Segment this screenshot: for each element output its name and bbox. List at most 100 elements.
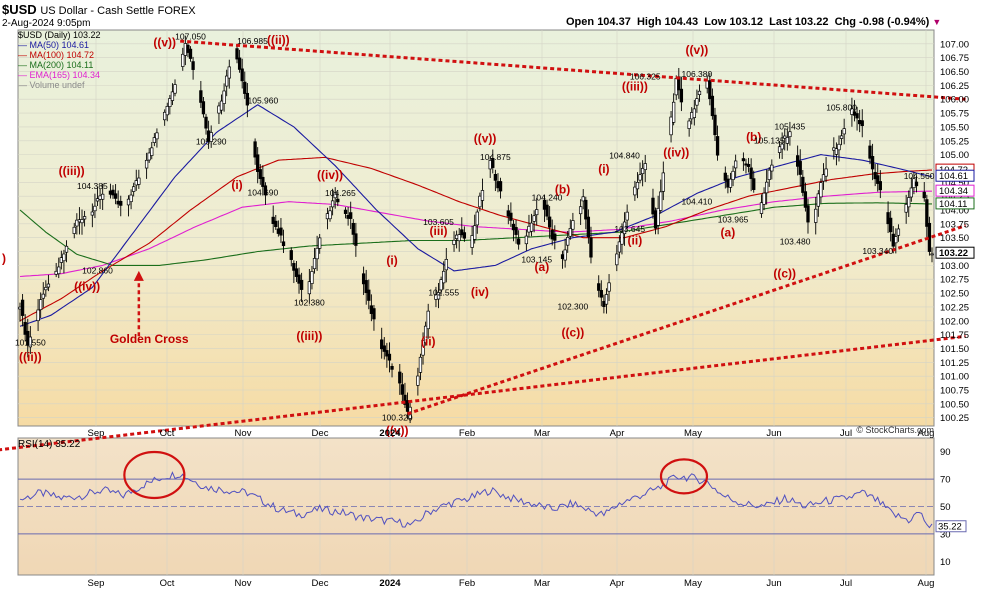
wave-label: (a) bbox=[535, 260, 550, 274]
price-bar-body bbox=[98, 195, 102, 200]
price-tag-label: 104.34 bbox=[939, 186, 968, 197]
price-bar-body bbox=[509, 212, 513, 221]
price-bar-body bbox=[245, 92, 250, 106]
price-label: 104.840 bbox=[609, 150, 640, 160]
price-bar-body bbox=[18, 306, 22, 310]
rsi-overbought-circle bbox=[659, 458, 709, 495]
price-bar-body bbox=[643, 163, 647, 171]
price-bar-body bbox=[152, 137, 156, 143]
price-bar-body bbox=[454, 234, 459, 239]
y-tick-label: 105.50 bbox=[940, 122, 969, 133]
price-bar-body bbox=[839, 135, 844, 139]
price-label: 103.480 bbox=[780, 236, 811, 246]
price-bar-body bbox=[279, 227, 283, 236]
wave-label: ((ii)) bbox=[267, 33, 290, 47]
x-tick-label: Nov bbox=[235, 578, 252, 589]
price-bar-body bbox=[253, 141, 257, 158]
price-bar-body bbox=[728, 178, 733, 188]
price-bar-body bbox=[496, 181, 500, 189]
ma200-line bbox=[19, 202, 932, 266]
price-bar-body bbox=[692, 108, 696, 118]
price-bar-body bbox=[101, 193, 105, 200]
price-bar-body bbox=[390, 366, 394, 370]
y-tick-label: 106.25 bbox=[940, 81, 969, 92]
price-bar-body bbox=[868, 145, 872, 159]
price-label: 105.960 bbox=[247, 96, 278, 106]
price-bar-body bbox=[385, 350, 389, 357]
price-bar-body bbox=[930, 253, 934, 256]
x-tick-label: Oct bbox=[160, 428, 175, 439]
y-tick-label: 103.50 bbox=[940, 233, 969, 244]
y-tick-label: 106.50 bbox=[940, 67, 969, 78]
price-bar-body bbox=[695, 98, 699, 106]
price-bar-body bbox=[620, 232, 624, 245]
price-bar-body bbox=[599, 289, 603, 298]
x-tick-label: Feb bbox=[459, 428, 475, 439]
legend-entry: — MA(100) 104.72 bbox=[18, 50, 95, 60]
price-bar-body bbox=[762, 192, 766, 205]
price-bar-body bbox=[204, 116, 208, 129]
price-bar-body bbox=[927, 222, 932, 252]
price-bar-body bbox=[436, 292, 441, 300]
price-bar-body bbox=[715, 136, 720, 156]
legend-entry: — EMA(165) 104.34 bbox=[18, 70, 101, 80]
price-bar-body bbox=[271, 216, 275, 225]
price-bar-body bbox=[586, 216, 591, 238]
price-bar-body bbox=[294, 268, 299, 277]
price-bar-body bbox=[209, 132, 213, 142]
price-bar-body bbox=[855, 113, 859, 119]
x-tick-label: Jul bbox=[840, 578, 852, 589]
price-bar-body bbox=[57, 266, 61, 275]
price-bar-body bbox=[276, 228, 281, 234]
price-bar-body bbox=[111, 189, 115, 196]
price-bar-body bbox=[299, 279, 304, 290]
x-tick-label: Jul bbox=[840, 428, 852, 439]
price-bar-body bbox=[607, 282, 611, 292]
price-bar-body bbox=[188, 48, 193, 59]
price-bar-body bbox=[674, 78, 678, 96]
price-bar-body bbox=[635, 181, 640, 190]
price-label: 107.050 bbox=[175, 31, 206, 41]
price-bar-body bbox=[328, 210, 332, 220]
price-label: 104.410 bbox=[682, 196, 713, 206]
price-bar-body bbox=[168, 98, 172, 107]
price-bar-body bbox=[336, 198, 340, 203]
price-bar-body bbox=[423, 325, 428, 344]
price-bar-body bbox=[710, 95, 715, 117]
price-bar-body bbox=[653, 210, 658, 229]
ohlc-readout: Open 104.37 High 104.43 Low 103.12 Last … bbox=[566, 16, 942, 28]
rsi-tick-label: 30 bbox=[940, 529, 951, 540]
price-bar-body bbox=[183, 43, 187, 56]
x-tick-label: 2024 bbox=[379, 578, 401, 589]
price-bar-body bbox=[258, 169, 262, 179]
price-label: 103.340 bbox=[862, 246, 893, 256]
symbol: $USD bbox=[2, 2, 37, 17]
price-bar-body bbox=[925, 199, 929, 227]
price-label: 105.290 bbox=[196, 137, 227, 147]
legend-entry: — MA(50) 104.61 bbox=[18, 40, 90, 50]
price-tag-label: 104.11 bbox=[939, 199, 967, 210]
last-value: 103.22 bbox=[794, 16, 829, 28]
ma50-line bbox=[19, 104, 932, 327]
price-bar-body bbox=[744, 163, 748, 166]
y-tick-label: 107.00 bbox=[940, 39, 969, 50]
price-bar-body bbox=[405, 400, 410, 412]
price-bar-body bbox=[615, 253, 619, 266]
price-bar-body bbox=[796, 155, 800, 167]
x-tick-label: Apr bbox=[610, 578, 625, 589]
price-bar-body bbox=[240, 68, 244, 82]
price-bar-body bbox=[679, 88, 684, 103]
price-bar-body bbox=[821, 174, 826, 182]
price-bar-body bbox=[842, 128, 846, 135]
price-tag-label: 103.22 bbox=[939, 248, 968, 259]
price-bar-body bbox=[416, 375, 420, 386]
change-value: -0.98 (-0.94%) bbox=[859, 16, 930, 28]
price-bar-body bbox=[584, 199, 588, 220]
x-tick-label: Jun bbox=[766, 428, 781, 439]
price-bar-body bbox=[289, 250, 293, 260]
price-bar-body bbox=[346, 214, 350, 219]
price-tag bbox=[935, 169, 975, 182]
price-bar-body bbox=[713, 114, 717, 136]
wave-label: (i) bbox=[598, 162, 609, 176]
